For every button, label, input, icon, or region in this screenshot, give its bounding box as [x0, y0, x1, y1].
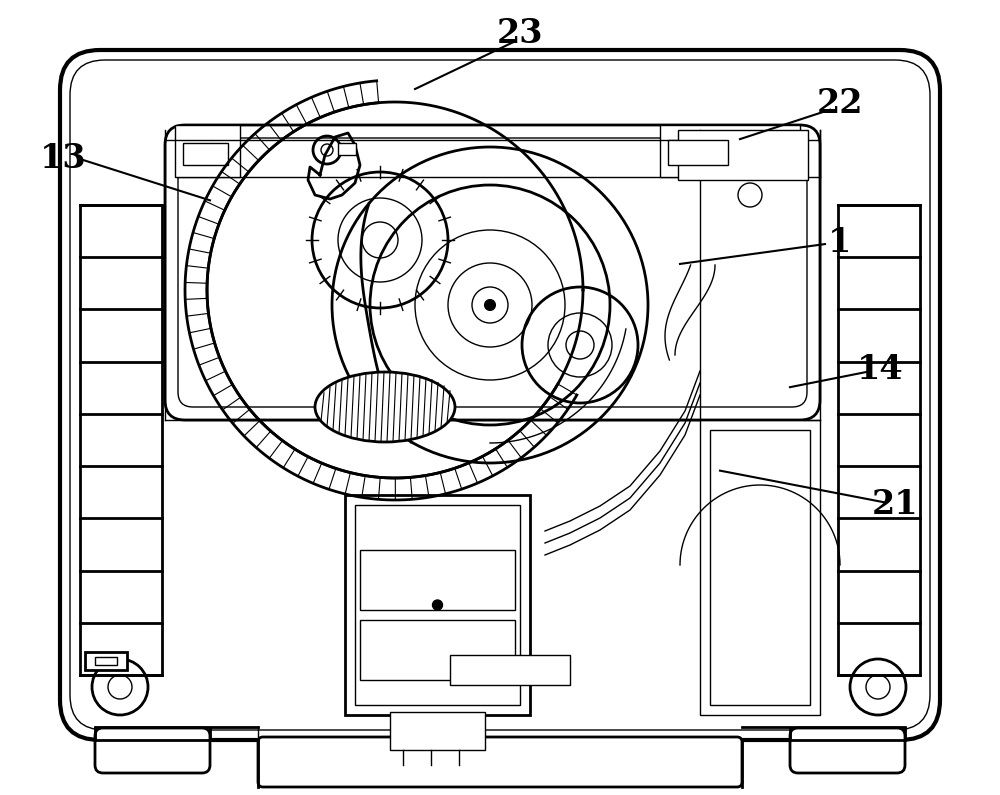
Bar [95, 657, 117, 665]
Circle shape [485, 300, 495, 310]
Bar [183, 143, 228, 165]
Bar [85, 652, 127, 670]
Bar [700, 420, 820, 715]
Text: 1: 1 [828, 226, 852, 259]
Text: 21: 21 [872, 488, 918, 522]
Bar [360, 620, 515, 680]
Bar [355, 505, 520, 705]
Circle shape [432, 600, 442, 610]
Bar [710, 430, 810, 705]
Bar [678, 130, 808, 180]
Text: 13: 13 [40, 142, 86, 176]
Bar [660, 125, 800, 177]
Bar [175, 125, 240, 177]
Text: 14: 14 [857, 353, 903, 386]
Bar [360, 550, 515, 610]
FancyBboxPatch shape [165, 125, 820, 420]
Text: 23: 23 [497, 17, 543, 50]
Ellipse shape [315, 372, 455, 442]
Bar [668, 140, 728, 165]
Bar [450, 655, 570, 685]
FancyBboxPatch shape [258, 737, 742, 787]
Text: 22: 22 [817, 87, 863, 120]
FancyBboxPatch shape [60, 50, 940, 740]
Bar [338, 143, 356, 155]
FancyBboxPatch shape [790, 728, 905, 773]
FancyBboxPatch shape [95, 728, 210, 773]
Bar [345, 495, 530, 715]
Bar [390, 712, 485, 750]
